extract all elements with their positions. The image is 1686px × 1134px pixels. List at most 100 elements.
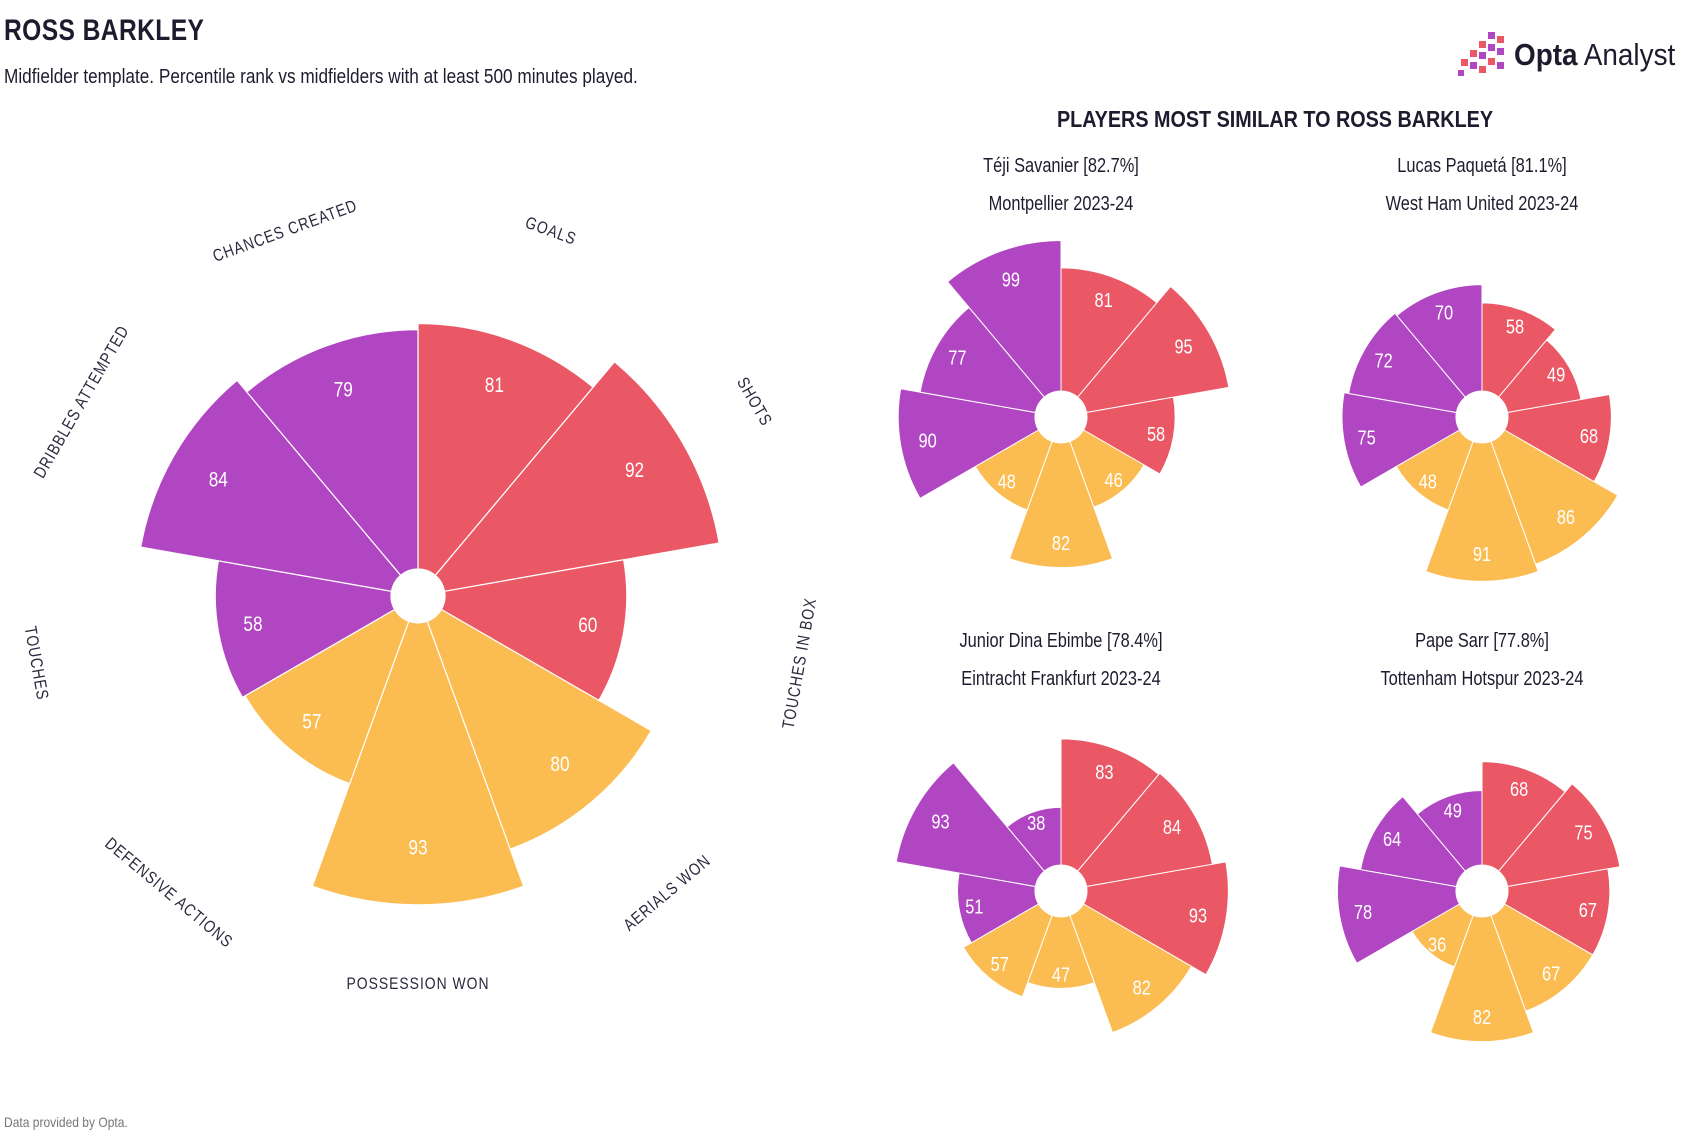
similar-3-wedge-3: [1082, 861, 1229, 976]
main-wedge-1: [417, 322, 594, 577]
similar-player-team: West Ham United 2023-24: [1386, 192, 1579, 215]
chart-subtitle: Midfielder template. Percentile rank vs …: [4, 66, 638, 88]
similar-player-team: Tottenham Hotspur 2023-24: [1380, 667, 1583, 690]
similar-3-wedge-4: [1069, 903, 1193, 1034]
similar-3-wedge-1: [1060, 738, 1160, 872]
category-label-possession-won: POSSESSION WON: [346, 975, 489, 994]
main-value-1: 81: [485, 375, 504, 398]
main-wedge-5: [311, 620, 525, 906]
similar-2-value-5: 91: [1473, 542, 1491, 565]
similar-4-value-9: 49: [1444, 799, 1462, 822]
similar-1-value-4: 46: [1105, 468, 1123, 491]
similar-4-wedge-3: [1503, 868, 1611, 956]
similar-1-value-6: 48: [998, 470, 1016, 493]
similar-1-wedge-8: [919, 306, 1045, 414]
main-wedge-2: [434, 360, 720, 593]
similar-1-value-3: 58: [1147, 422, 1165, 445]
similar-2-value-3: 68: [1580, 424, 1598, 447]
similar-player-name: Pape Sarr [77.8%]: [1415, 629, 1549, 652]
category-label-dribbles-attempted: DRIBBLES ATTEMPTED: [31, 322, 134, 481]
similar-1-center-hole: [1036, 392, 1086, 442]
opta-analyst-logo: Opta Analyst: [1458, 32, 1686, 78]
main-wedge-6: [244, 608, 410, 785]
main-wedge-4: [426, 608, 653, 850]
similar-4-wedge-8: [1360, 795, 1466, 888]
similar-2-wedge-8: [1348, 312, 1466, 414]
similar-1-value-2: 95: [1174, 335, 1192, 358]
similar-4-wedge-2: [1498, 783, 1621, 888]
main-value-3: 60: [578, 614, 597, 637]
similar-2-wedge-1: [1481, 302, 1557, 398]
similar-3-value-9: 38: [1027, 812, 1045, 835]
similar-1-value-7: 90: [919, 429, 937, 452]
similar-player-name: Lucas Paquetá [81.1%]: [1397, 154, 1566, 177]
similar-3-value-2: 84: [1163, 815, 1181, 838]
similar-3-value-7: 51: [965, 895, 983, 918]
similar-4-value-5: 82: [1473, 1005, 1491, 1028]
category-label-chances-created: CHANCES CREATED: [211, 197, 360, 267]
similar-1-wedge-1: [1060, 267, 1158, 398]
similar-2-value-2: 49: [1547, 363, 1565, 386]
category-label-goals: GOALS: [523, 214, 579, 250]
main-wedge-7: [214, 560, 396, 699]
similar-3-wedge-2: [1077, 772, 1213, 888]
similar-1-value-9: 99: [1002, 268, 1020, 291]
category-label-shots: SHOTS: [733, 374, 776, 429]
similar-1-wedge-5: [1008, 440, 1114, 569]
similar-2-value-6: 48: [1419, 470, 1437, 493]
brand-name: Opta Analyst: [1514, 37, 1675, 73]
similar-4-center-hole: [1457, 866, 1507, 916]
similar-player-name: Téji Savanier [82.7%]: [983, 154, 1139, 177]
similar-3-wedge-6: [962, 903, 1053, 998]
category-label-touches: TOUCHES: [20, 625, 51, 702]
similar-4-value-7: 78: [1354, 901, 1372, 924]
main-value-2: 92: [625, 460, 644, 483]
similar-2-value-4: 86: [1557, 506, 1575, 529]
data-source-footer: Data provided by Opta.: [4, 1114, 128, 1130]
similar-2-wedge-2: [1498, 339, 1582, 414]
similar-2-wedge-6: [1395, 429, 1474, 511]
similar-player-chart-3: Junior Dina Ebimbe [78.4%] Eintracht Fran…: [895, 629, 1229, 1034]
opta-logo-icon: [1458, 32, 1504, 76]
similar-3-wedge-5: [1027, 914, 1095, 989]
main-wedge-3: [440, 559, 628, 702]
similar-3-value-6: 57: [991, 953, 1009, 976]
similar-2-value-1: 58: [1506, 315, 1524, 338]
similar-players-charts: Téji Savanier [82.7%] Montpellier 2023-24…: [895, 154, 1621, 1043]
similar-2-value-8: 72: [1375, 349, 1393, 372]
similar-4-wedge-9: [1416, 790, 1483, 872]
similar-4-wedge-1: [1481, 761, 1566, 872]
similar-1-value-5: 82: [1052, 531, 1070, 554]
main-value-5: 93: [408, 837, 427, 860]
similar-player-name: Junior Dina Ebimbe [78.4%]: [959, 629, 1162, 652]
similar-1-wedge-4: [1069, 429, 1145, 508]
similar-4-wedge-5: [1429, 914, 1535, 1043]
similar-3-wedge-8: [895, 762, 1045, 888]
similar-1-wedge-2: [1077, 285, 1230, 414]
similar-1-wedge-9: [946, 240, 1062, 398]
category-label-defensive-actions: DEFENSIVE ACTIONS: [101, 834, 236, 952]
similar-2-wedge-3: [1503, 393, 1612, 483]
similar-3-wedge-9: [1006, 806, 1062, 872]
similar-player-chart-2: Lucas Paquetá [81.1%] West Ham United 202…: [1341, 154, 1619, 582]
similar-2-wedge-4: [1490, 429, 1619, 565]
main-value-9: 79: [334, 379, 353, 402]
similar-2-wedge-7: [1341, 392, 1461, 488]
similar-players-heading: PLAYERS MOST SIMILAR TO ROSS BARKLEY: [1057, 107, 1493, 133]
similar-1-wedge-6: [974, 429, 1053, 511]
main-wedge-9: [245, 329, 419, 577]
similar-4-value-3: 67: [1579, 898, 1597, 921]
similar-1-value-8: 77: [948, 346, 966, 369]
category-label-aerials-won: AERIALS WON: [620, 852, 714, 935]
main-wedge-8: [140, 379, 402, 593]
similar-player-team: Eintracht Frankfurt 2023-24: [961, 667, 1160, 690]
similar-4-wedge-7: [1336, 865, 1461, 964]
similar-4-value-6: 36: [1428, 933, 1446, 956]
similar-player-chart-4: Pape Sarr [77.8%] Tottenham Hotspur 2023-…: [1336, 629, 1621, 1043]
brand-name-light: Analyst: [1577, 37, 1676, 72]
main-value-6: 57: [302, 711, 321, 734]
similar-2-center-hole: [1457, 392, 1507, 442]
similar-3-value-8: 93: [931, 810, 949, 833]
similar-4-value-2: 75: [1574, 821, 1592, 844]
